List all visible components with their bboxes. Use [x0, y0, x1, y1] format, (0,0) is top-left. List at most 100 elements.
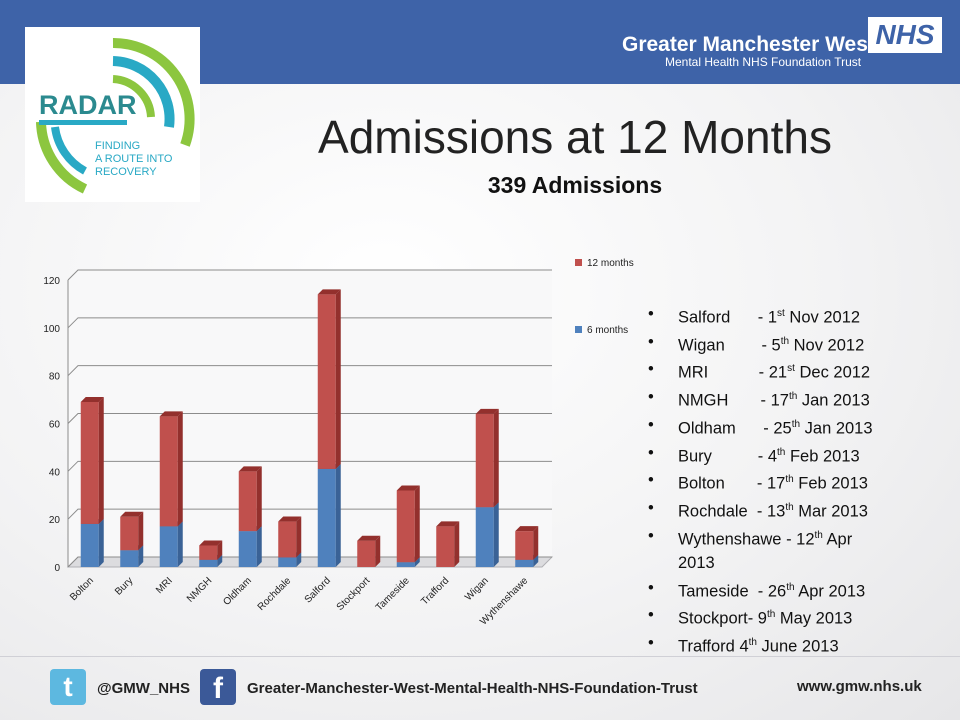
bar-6-months	[80, 523, 99, 567]
x-tick-label: Tameside	[374, 575, 412, 613]
bar-top	[317, 289, 341, 295]
x-tick-label: NMGH	[185, 575, 214, 604]
bar-side	[414, 485, 420, 563]
bar-12-months	[515, 531, 534, 560]
bullet-icon: •	[648, 360, 654, 379]
bar-side	[375, 535, 381, 567]
bar-12-months	[475, 413, 494, 508]
logo-arc-middle	[112, 56, 175, 128]
bar-12-months	[159, 416, 178, 527]
bullet-icon: •	[648, 305, 654, 323]
gridline	[67, 413, 552, 424]
x-tick-label: Bury	[113, 575, 135, 597]
bar-6-months	[238, 531, 257, 567]
bar-12-months	[80, 401, 99, 524]
bar-side	[335, 463, 341, 567]
bar-side	[98, 518, 104, 567]
bar-top	[396, 485, 420, 491]
go-live-date-text: NMGH - 17	[678, 391, 789, 410]
go-live-date-item: 2013	[648, 551, 873, 575]
go-live-date-rest: Nov 2012	[789, 336, 865, 355]
bullet-icon: •	[648, 332, 654, 351]
twitter-handle[interactable]: @GMW_NHS	[97, 680, 190, 697]
logo-line-1: FINDING	[95, 140, 140, 152]
bar-side	[98, 396, 104, 524]
go-live-date-text: Trafford 4	[678, 637, 749, 656]
bullet-icon: •	[648, 471, 654, 490]
y-tick-label: 100	[43, 324, 60, 335]
bar-top	[159, 411, 183, 417]
date-ordinal-suffix: th	[766, 609, 776, 621]
bar-12-months	[278, 521, 297, 558]
legend-label: 12 months	[587, 258, 634, 269]
logo-arc-outer	[112, 37, 195, 147]
go-live-date-rest: Apr	[822, 530, 853, 549]
bullet-icon: •	[648, 498, 654, 517]
go-live-dates-list: • Salford - 1st Nov 2012 • Wigan - 5th Nov …	[648, 302, 873, 659]
logo-arc-left-outer	[36, 121, 88, 194]
facebook-page-name[interactable]: Greater-Manchester-West-Mental-Health-NH…	[247, 680, 698, 697]
website-link[interactable]: www.gmw.nhs.uk	[797, 678, 922, 695]
bar-6-months	[278, 557, 297, 567]
legend-label: 6 months	[587, 325, 628, 336]
bar-top	[278, 516, 302, 522]
go-live-date-rest: May 2013	[775, 609, 853, 628]
bar-side	[533, 554, 539, 567]
bar-top	[120, 511, 144, 517]
go-live-date-text: Tameside - 26	[678, 582, 787, 601]
go-live-date-rest: Dec 2012	[794, 363, 871, 382]
x-tick-label: Wigan	[463, 575, 491, 603]
bar-12-months	[396, 490, 415, 563]
admissions-chart: 0 20 40 60 80 100 120 Bolton Bury MRI NMGH Oldham Ro…	[43, 258, 634, 627]
go-live-date-text: Rochdale - 13	[678, 502, 786, 521]
go-live-date-rest: Mar 2013	[793, 502, 868, 521]
bar-top	[199, 540, 223, 546]
logo-line-2: A ROUTE INTO	[95, 153, 173, 165]
nhs-logo: NHS	[868, 17, 942, 53]
date-ordinal-suffix: th	[785, 501, 794, 513]
x-tick-label: Stockport	[335, 575, 373, 613]
gridline	[67, 269, 552, 281]
twitter-icon[interactable]: t	[50, 669, 86, 705]
logo-arc-inner	[112, 75, 155, 118]
facebook-icon[interactable]: f	[200, 669, 236, 705]
legend-swatch	[575, 259, 582, 266]
bar-top	[515, 526, 539, 532]
bar-12-months	[436, 526, 455, 567]
date-ordinal-suffix: st	[787, 363, 795, 375]
bar-side	[177, 411, 183, 527]
x-tick-label: Bolton	[68, 575, 96, 603]
go-live-date-item: • Bolton - 17th Feb 2013	[648, 468, 873, 496]
go-live-date-item: • Wigan - 5th Nov 2012	[648, 330, 873, 358]
x-tick-label: Rochdale	[256, 575, 294, 613]
y-tick-label: 40	[49, 467, 61, 478]
go-live-date-rest: Jan 2013	[797, 391, 870, 410]
gridline	[67, 317, 552, 329]
y-tick-label: 80	[49, 372, 61, 383]
go-live-date-item: • NMGH - 17th Jan 2013	[648, 385, 873, 413]
bar-side	[217, 554, 223, 567]
bar-top	[238, 466, 262, 472]
go-live-date-text: Bolton - 17	[678, 474, 786, 493]
bullet-icon: •	[648, 606, 654, 625]
go-live-date-item: • Salford - 1st Nov 2012	[648, 302, 873, 330]
bar-6-months	[199, 559, 218, 567]
bar-side	[533, 526, 539, 560]
chart-back-wall	[68, 270, 552, 567]
go-live-date-text: Wigan - 5	[678, 336, 781, 355]
gridline	[67, 508, 552, 520]
bar-12-months	[120, 516, 139, 551]
bar-top	[475, 408, 499, 414]
bar-side	[138, 545, 144, 567]
go-live-date-rest: Apr 2013	[794, 582, 866, 601]
bullet-icon: •	[648, 388, 654, 407]
bar-top	[80, 396, 104, 402]
x-tick-label: Trafford	[419, 575, 451, 607]
go-live-date-item: • Wythenshawe - 12th Apr	[648, 524, 873, 552]
logo-line-3: RECOVERY	[95, 166, 157, 178]
go-live-date-rest: June 2013	[756, 637, 839, 656]
go-live-date-text: Stockport- 9	[678, 609, 767, 628]
bar-side	[493, 502, 499, 567]
bar-6-months	[475, 507, 494, 567]
go-live-date-text: MRI - 21	[678, 363, 788, 382]
